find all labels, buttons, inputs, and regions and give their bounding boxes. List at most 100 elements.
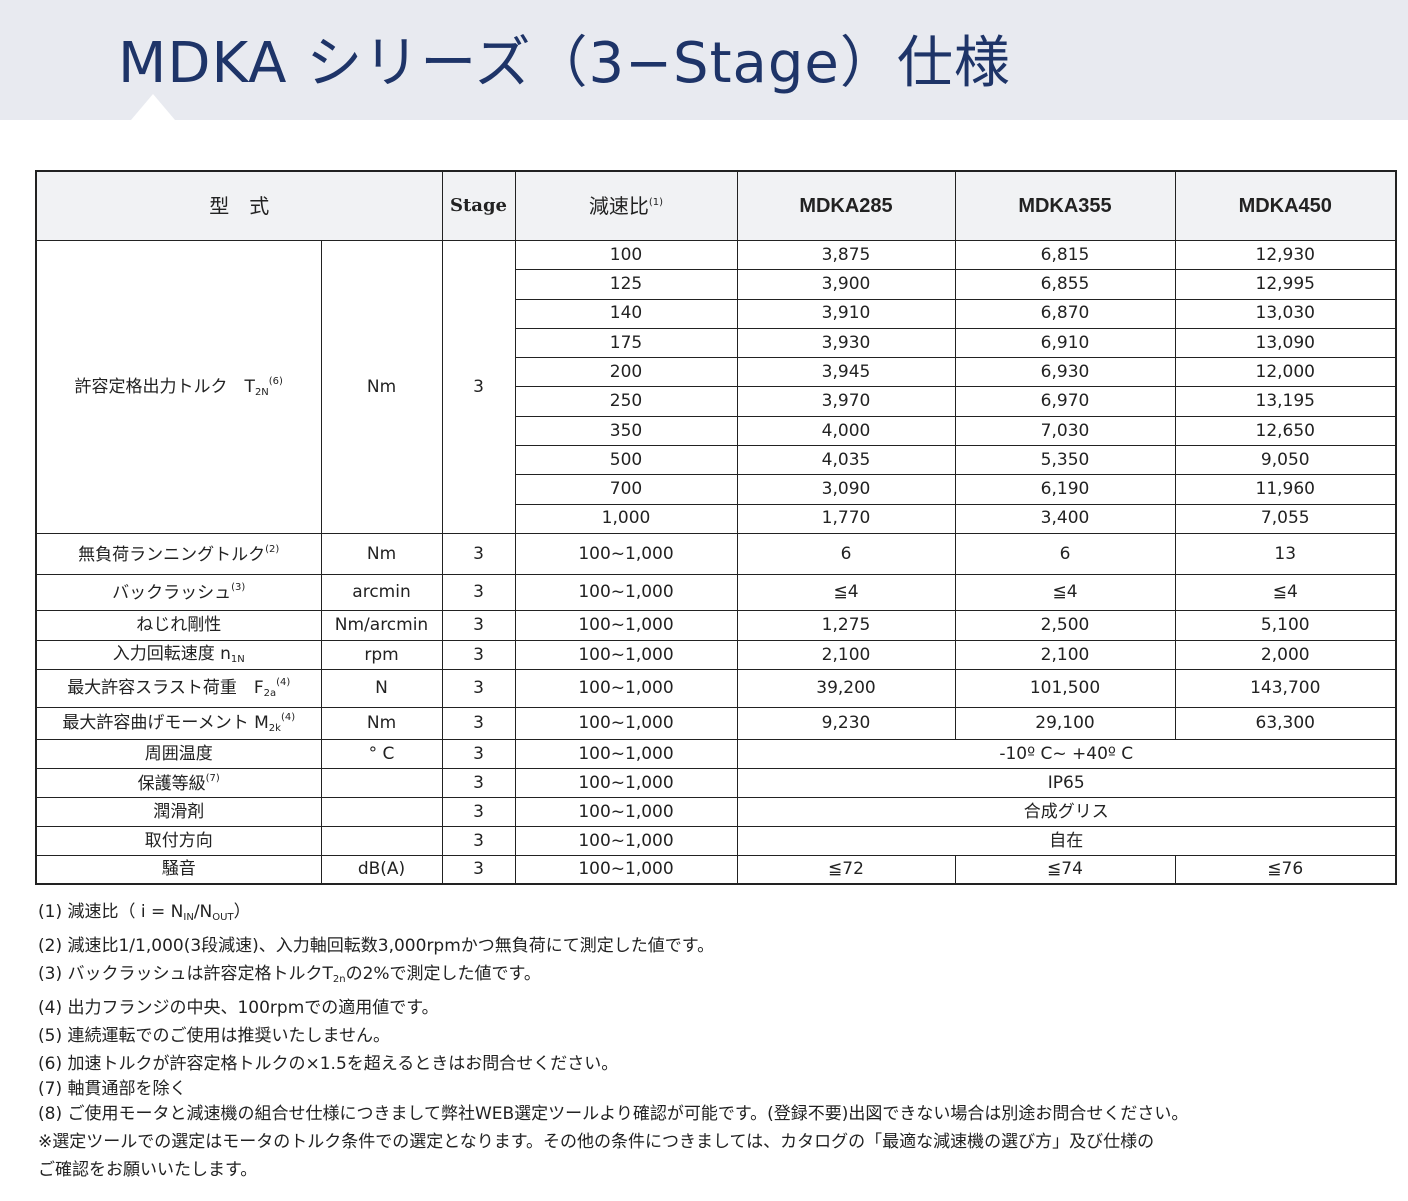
value-cell: 6 — [736, 532, 956, 575]
note-6: (6) 加速トルクが許容定格トルクの×1.5を超えるときはお問合せください。 — [38, 1054, 619, 1074]
value-cell: ≦74 — [954, 854, 1176, 885]
header-model-285: MDKA285 — [736, 170, 956, 241]
value-cell: 3,900 — [736, 269, 956, 300]
value-cell: 6,910 — [954, 327, 1176, 359]
value-cell: 63,300 — [1174, 706, 1397, 740]
spec-table: 型 式 Stage 減速比(1) MDKA285 MDKA355 MDKA450… — [35, 170, 1397, 886]
stage-cell: 3 — [441, 532, 516, 575]
note-10: ご確認をお願いいたします。 — [38, 1160, 258, 1180]
merged-value-cell: IP65 — [736, 767, 1397, 798]
value-cell: 3,970 — [736, 386, 956, 417]
value-cell: 6,930 — [954, 357, 1176, 388]
table-row: ねじれ剛性 Nm/arcmin 3 100~1,000 1,275 2,500 5,100 — [35, 609, 1397, 641]
value-cell: ≦4 — [736, 573, 956, 611]
spec-label: ねじれ剛性 — [35, 609, 322, 641]
value-cell: 3,400 — [954, 503, 1176, 534]
value-cell: 12,650 — [1174, 415, 1397, 447]
value-cell: 4,035 — [736, 445, 956, 476]
spec-label: バックラッシュ(3) — [35, 573, 322, 611]
stage-cell: 3 — [441, 854, 516, 885]
value-cell: 12,995 — [1174, 269, 1397, 300]
torque-section: 許容定格出力トルク T2N(6) Nm 3 100 3,875 6,815 12,930 12… — [35, 239, 1397, 534]
ratio-cell: 350 — [514, 415, 738, 447]
unit-cell: dB(A) — [320, 854, 443, 885]
note-5: (5) 連続運転でのご使用は推奨いたしません。 — [38, 1026, 390, 1046]
spec-label: 最大許容曲げモーメント M2k(4) — [35, 706, 322, 740]
table-row: 140 3,910 6,870 13,030 — [36, 298, 1397, 329]
ratio-cell: 700 — [514, 474, 738, 505]
table-row: 350 4,000 7,030 12,650 — [36, 415, 1397, 447]
spec-label: 取付方向 — [35, 825, 322, 856]
table-row: 175 3,930 6,910 13,090 — [36, 327, 1397, 359]
table-row: 125 3,900 6,855 12,995 — [36, 269, 1397, 300]
value-cell: 12,930 — [1174, 239, 1397, 271]
table-row: 250 3,970 6,970 13,195 — [36, 386, 1397, 417]
table-row: 許容定格出力トルク T2N(6) Nm 3 100 3,875 6,815 12,930 — [35, 239, 1397, 534]
unit-cell: arcmin — [320, 573, 443, 611]
value-cell: 6 — [954, 532, 1176, 575]
ratio-cell: 200 — [514, 357, 738, 388]
stage-cell: 3 — [441, 573, 516, 611]
unit-cell: Nm — [320, 532, 443, 575]
note-2: (2) 減速比1/1,000(3段減速)、入力軸回転数3,000rpmかつ無負荷… — [38, 936, 715, 956]
value-cell: 13,195 — [1174, 386, 1397, 417]
table-row: 無負荷ランニングトルク(2) Nm 3 100~1,000 6 6 13 — [35, 532, 1397, 575]
table-row: 700 3,090 6,190 11,960 — [36, 474, 1397, 505]
ratio-cell: 250 — [514, 386, 738, 417]
value-cell: 3,090 — [736, 474, 956, 505]
value-cell: 3,945 — [736, 357, 956, 388]
table-row: バックラッシュ(3) arcmin 3 100~1,000 ≦4 ≦4 ≦4 — [35, 573, 1397, 611]
stage-cell: 3 — [441, 825, 516, 856]
value-cell: 6,870 — [954, 298, 1176, 329]
ratio-cell: 100~1,000 — [514, 668, 738, 708]
ratio-cell: 500 — [514, 445, 738, 476]
torque-stage: 3 — [441, 240, 516, 534]
table-row: 200 3,945 6,930 12,000 — [36, 357, 1397, 388]
ratio-cell: 1,000 — [514, 503, 738, 534]
note-3: (3) バックラッシュは許容定格トルクT2nの2%で測定した値です。 — [38, 964, 541, 985]
value-cell: ≦4 — [954, 573, 1176, 611]
stage-cell: 3 — [441, 639, 516, 670]
ratio-cell: 100~1,000 — [514, 639, 738, 670]
value-cell: 4,000 — [736, 415, 956, 447]
table-row: 保護等級(7) 3 100~1,000 IP65 — [35, 767, 1397, 798]
table-row: 取付方向 3 100~1,000 自在 — [35, 825, 1397, 856]
header-stage: Stage — [441, 170, 516, 241]
stage-cell: 3 — [441, 767, 516, 798]
table-row: 1,000 1,770 3,400 7,055 — [36, 503, 1397, 534]
table-row: 最大許容スラスト荷重 F2a(4) N 3 100~1,000 39,200 101,50… — [35, 668, 1397, 708]
spec-label: 入力回転速度 n1N — [35, 639, 322, 670]
stage-cell: 3 — [441, 738, 516, 769]
ratio-cell: 100~1,000 — [514, 796, 738, 827]
unit-cell: Nm — [320, 706, 443, 740]
ratio-cell: 125 — [514, 269, 738, 300]
torque-unit: Nm — [320, 240, 443, 534]
ratio-cell: 100 — [514, 239, 738, 271]
value-cell: 3,875 — [736, 239, 956, 271]
ratio-cell: 140 — [514, 298, 738, 329]
value-cell: 143,700 — [1174, 668, 1397, 708]
header-type: 型 式 — [35, 170, 443, 241]
value-cell: 7,055 — [1174, 503, 1397, 534]
spec-label: 無負荷ランニングトルク(2) — [35, 532, 322, 575]
note-9: ※選定ツールでの選定はモータのトルク条件での選定となります。その他の条件につきま… — [38, 1132, 1155, 1152]
value-cell: 29,100 — [954, 706, 1176, 740]
unit-cell: rpm — [320, 639, 443, 670]
page-title: MDKA シリーズ（3−Stage）仕様 — [118, 31, 1011, 96]
ratio-cell: 100~1,000 — [514, 706, 738, 740]
table-header-row: 型 式 Stage 減速比(1) MDKA285 MDKA355 MDKA450 — [35, 170, 1397, 241]
stage-cell: 3 — [441, 706, 516, 740]
torque-label: 許容定格出力トルク T2N(6) — [35, 240, 322, 534]
unit-cell: ° C — [320, 738, 443, 769]
ratio-cell: 100~1,000 — [514, 573, 738, 611]
value-cell: 39,200 — [736, 668, 956, 708]
value-cell: 2,000 — [1174, 639, 1397, 670]
table-row: 潤滑剤 3 100~1,000 合成グリス — [35, 796, 1397, 827]
ratio-cell: 175 — [514, 327, 738, 359]
spec-label: 周囲温度 — [35, 738, 322, 769]
value-cell: 12,000 — [1174, 357, 1397, 388]
note-1: (1) 減速比（ i = NIN/NOUT） — [38, 902, 251, 923]
unit-cell: Nm/arcmin — [320, 609, 443, 641]
header-model-450: MDKA450 — [1174, 170, 1397, 241]
value-cell: 2,100 — [954, 639, 1176, 670]
